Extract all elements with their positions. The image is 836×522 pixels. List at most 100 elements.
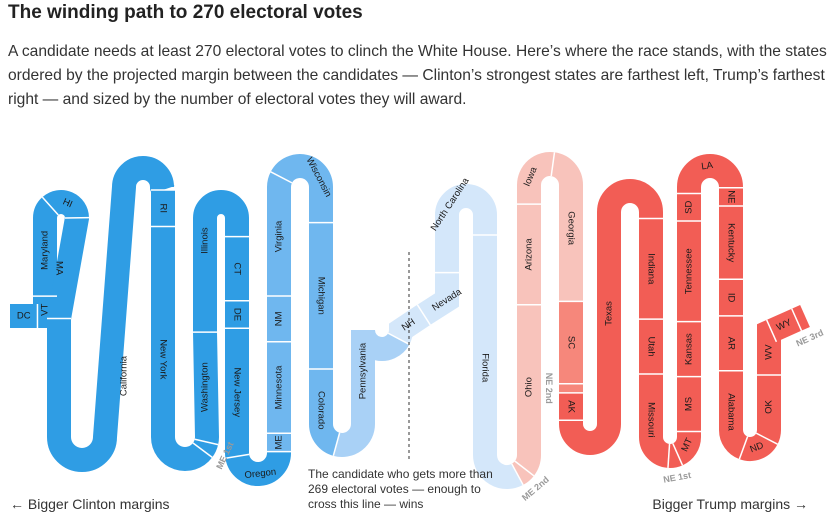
state-label-illinois: Illinois	[200, 227, 211, 254]
state-segment-new-york	[151, 226, 213, 471]
state-label-alabama: Alabama	[726, 393, 737, 431]
state-label-kentucky: Kentucky	[726, 223, 737, 262]
state-label-ne-1st: NE 1st	[662, 470, 691, 485]
state-label-ct: CT	[232, 262, 243, 275]
state-segment-alabama	[719, 370, 749, 460]
state-segment-wv	[757, 319, 781, 375]
state-label-virginia: Virginia	[274, 220, 285, 252]
state-label-kansas: Kansas	[684, 333, 695, 365]
state-segment-florida	[473, 235, 524, 489]
chart-subtitle: A candidate needs at least 270 electoral…	[8, 43, 827, 108]
state-segment-illinois	[193, 190, 249, 333]
state-label-oregon: Oregon	[244, 467, 277, 482]
state-label-new-york: New York	[158, 339, 169, 379]
state-divider-nd	[738, 436, 749, 460]
state-label-dc: DC	[17, 311, 31, 322]
state-divider-pennsylvania	[332, 432, 341, 457]
state-segment-oregon	[225, 451, 291, 486]
state-segment-iowa	[517, 152, 555, 205]
state-segment-me-2nd	[511, 460, 534, 485]
state-segment-wy	[766, 308, 802, 342]
state-label-missouri: Missouri	[646, 402, 657, 437]
state-divider-me-2nd	[511, 463, 524, 486]
state-segment-colorado	[309, 369, 341, 456]
state-label-ma: MA	[54, 261, 65, 276]
state-label-me: ME	[274, 435, 285, 449]
state-segment-me-1st	[192, 438, 219, 458]
state-segment-california	[47, 156, 175, 472]
state-label-ri: RI	[158, 204, 169, 214]
state-label-hi: HI	[61, 196, 74, 210]
state-divider-wy	[765, 319, 778, 343]
state-divider-oregon	[225, 453, 250, 459]
state-label-de: DE	[232, 308, 243, 321]
state-divider-ohio	[514, 460, 535, 477]
state-divider-wisconsin	[270, 171, 293, 184]
state-divider-nevada	[416, 304, 431, 326]
state-divider-hi	[41, 196, 59, 216]
state-segment-la	[677, 154, 743, 194]
state-label-nm: NM	[274, 311, 285, 326]
state-segment-nd	[739, 432, 778, 461]
state-label-georgia: Georgia	[566, 211, 577, 246]
state-segment-maryland	[33, 197, 60, 297]
state-label-tennessee: Tennessee	[684, 248, 695, 294]
state-label-vt: VT	[40, 304, 51, 316]
state-label-michigan: Michigan	[316, 277, 327, 315]
state-label-california: California	[119, 355, 130, 396]
state-label-ne-2nd: NE 2nd	[544, 373, 554, 404]
state-label-ak: AK	[566, 400, 577, 413]
state-label-sc: SC	[566, 336, 577, 349]
chart-title: The winding path to 270 electoral votes	[8, 2, 363, 23]
state-segment-missouri	[639, 374, 671, 468]
state-divider-me-1st	[192, 442, 213, 458]
state-segment-wisconsin	[270, 154, 333, 223]
state-label-id: ID	[726, 293, 737, 303]
state-label-ar: AR	[726, 337, 737, 350]
state-label-la: LA	[701, 160, 715, 173]
state-label-ok: OK	[764, 399, 775, 413]
state-label-indiana: Indiana	[646, 253, 657, 285]
trump-margin-label: Bigger Trump margins →	[652, 496, 808, 512]
state-label-mt: MT	[679, 436, 695, 453]
state-divider-ne-1st	[667, 443, 671, 468]
state-label-ms: MS	[684, 397, 695, 411]
state-segment-nevada	[417, 272, 459, 325]
state-label-ne: NE	[726, 190, 737, 203]
state-label-pennsylvania: Pennsylvania	[358, 342, 369, 399]
state-label-florida: Florida	[480, 353, 491, 383]
state-segment-georgia	[550, 152, 583, 302]
state-segment-nh	[387, 304, 431, 345]
state-label-maryland: Maryland	[40, 231, 51, 270]
state-label-utah: Utah	[646, 337, 657, 357]
state-label-washington: Washington	[200, 362, 211, 412]
state-dividers	[33, 152, 803, 486]
state-label-colorado: Colorado	[316, 391, 327, 430]
state-segment-mt	[671, 431, 701, 466]
state-divider-ne-3rd	[791, 308, 803, 331]
state-segment-hi	[42, 190, 89, 220]
state-label-minnesota: Minnesota	[274, 365, 285, 410]
state-label-nd: ND	[749, 440, 766, 455]
state-segment-ne-1st	[667, 443, 683, 468]
clinton-margin-label: ← Bigger Clinton margins	[10, 496, 170, 512]
state-segment-texas	[559, 179, 663, 455]
state-segment-north-carolina	[435, 184, 497, 273]
state-divider-nh	[387, 332, 410, 346]
state-label-wv: WV	[764, 344, 775, 360]
state-divider-washington	[194, 438, 219, 446]
state-label-texas: Texas	[604, 301, 615, 326]
state-segment-pennsylvania	[333, 328, 410, 457]
state-segment-vt	[33, 296, 57, 328]
state-label-sd: SD	[684, 201, 695, 214]
state-label-new-jersey: New Jersey	[232, 367, 243, 417]
state-label-arizona: Arizona	[524, 238, 535, 271]
state-divider-ok	[755, 432, 778, 445]
state-label-ohio: Ohio	[524, 377, 535, 397]
threshold-note: The candidate who gets more than 269 ele…	[308, 467, 498, 512]
state-divider-mt	[672, 443, 684, 466]
threshold-note-text: The candidate who gets more than 269 ele…	[308, 467, 493, 511]
state-segment-ne-3rd	[791, 305, 810, 331]
state-divider-georgia	[550, 152, 556, 177]
